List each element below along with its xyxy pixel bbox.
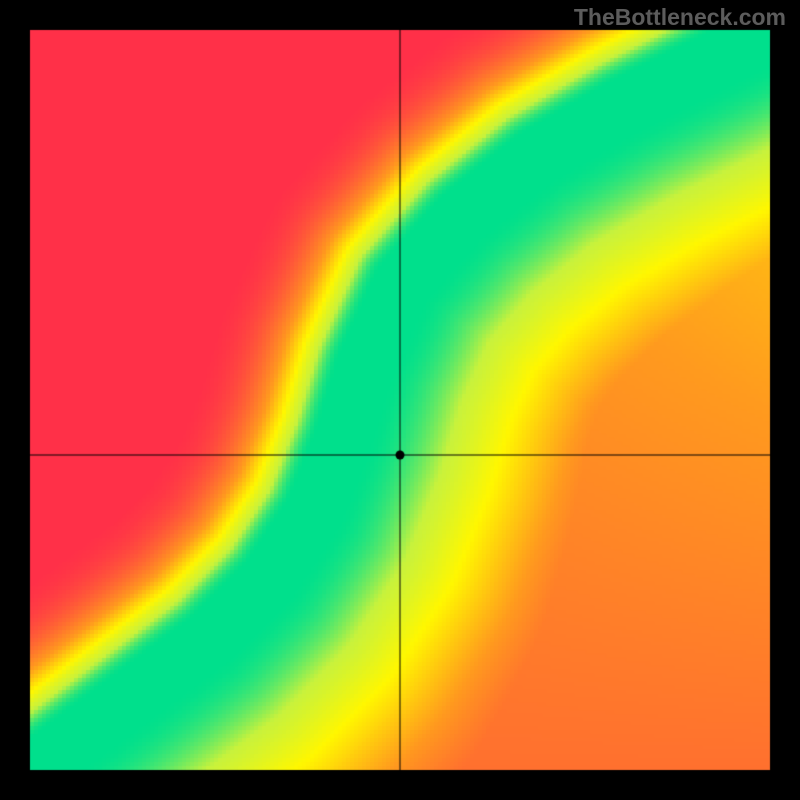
chart-container: TheBottleneck.com [0, 0, 800, 800]
watermark-text: TheBottleneck.com [574, 4, 786, 31]
heatmap-canvas [0, 0, 800, 800]
